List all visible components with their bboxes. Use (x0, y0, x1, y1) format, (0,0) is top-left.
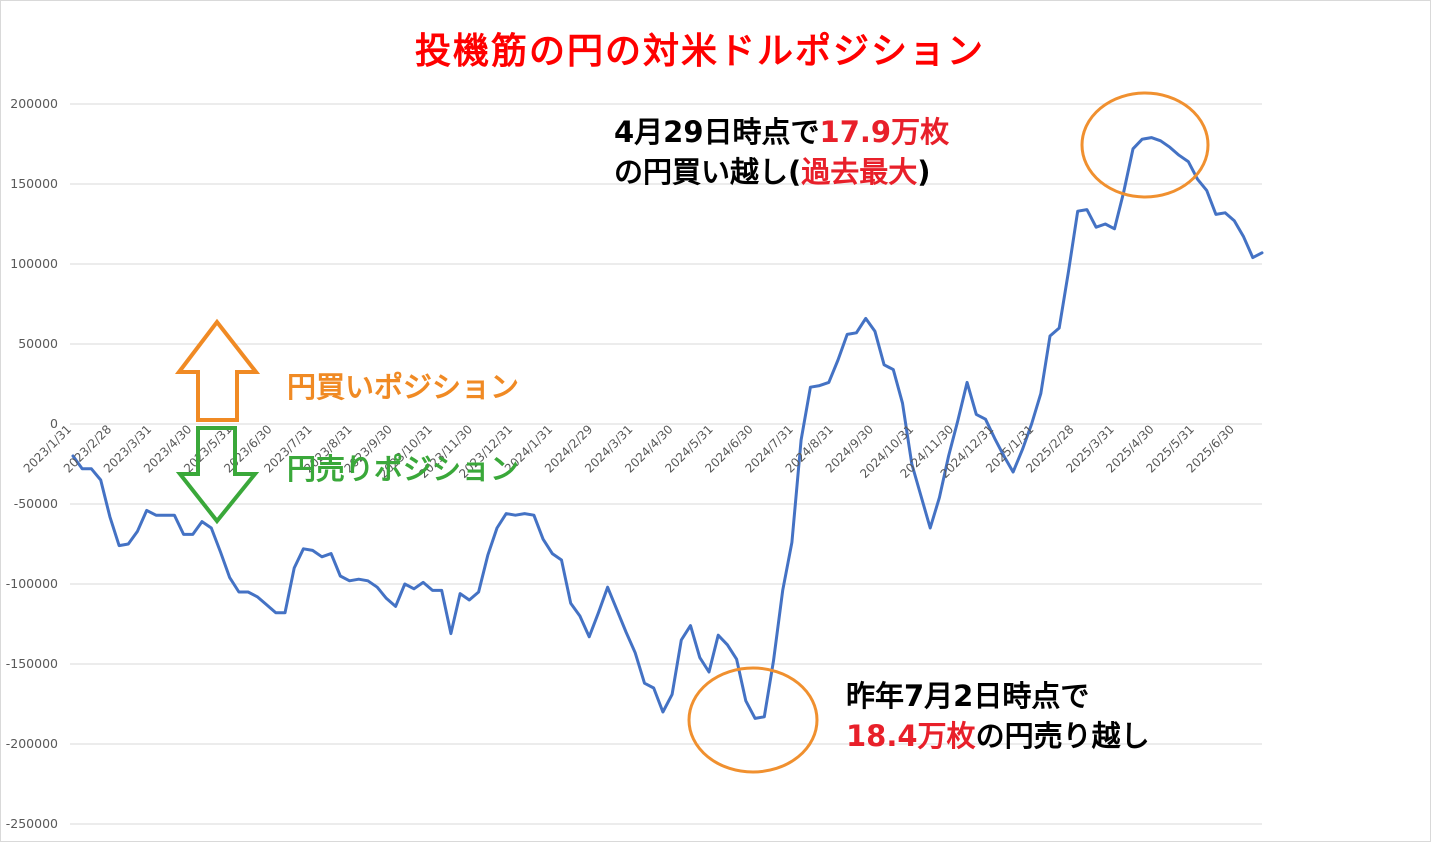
peak-highlight-circle (1080, 91, 1210, 199)
peak-close-paren: ) (917, 155, 931, 189)
trough-annotation-line2: 18.4万枚の円売り越し (846, 716, 1150, 756)
buy-up-arrow-icon (174, 318, 261, 422)
y-tick-label: -50000 (14, 496, 58, 511)
y-tick-label: 200000 (10, 96, 58, 111)
buy-position-label: 円買いポジション (287, 370, 520, 404)
y-tick-label: -100000 (6, 576, 58, 591)
series-line (71, 136, 1264, 720)
y-tick-label: -250000 (6, 816, 58, 831)
trough-desc-text: の円売り越し (975, 719, 1150, 753)
chart-title: 投機筋の円の対米ドルポジション (414, 31, 985, 72)
peak-value-text: 17.9万枚 (819, 115, 950, 149)
peak-annotation-line2: の円買い越し(過去最大) (614, 152, 949, 192)
y-tick-label: -150000 (6, 656, 58, 671)
peak-annotation-line1: 4月29日時点で17.9万枚 (614, 112, 949, 152)
sell-position-label: 円売りポジション (287, 452, 520, 486)
y-tick-label: 100000 (10, 256, 58, 271)
y-tick-label: 150000 (10, 176, 58, 191)
peak-annotation: 4月29日時点で17.9万枚 の円買い越し(過去最大) (614, 112, 949, 192)
y-tick-label: 0 (50, 416, 58, 431)
trough-annotation-line1: 昨年7月2日時点で (846, 679, 1090, 713)
y-tick-label: -200000 (6, 736, 58, 751)
peak-date-text: 4月29日時点で (614, 115, 820, 149)
peak-desc-text: の円買い越し( (614, 155, 802, 189)
trough-annotation: 昨年7月2日時点で 18.4万枚の円売り越し (846, 676, 1150, 756)
sell-down-arrow-icon (175, 426, 260, 525)
trough-value-text: 18.4万枚 (846, 719, 976, 753)
y-tick-label: 50000 (18, 336, 58, 351)
peak-record-text: 過去最大 (801, 155, 918, 189)
trough-highlight-circle (687, 666, 819, 774)
